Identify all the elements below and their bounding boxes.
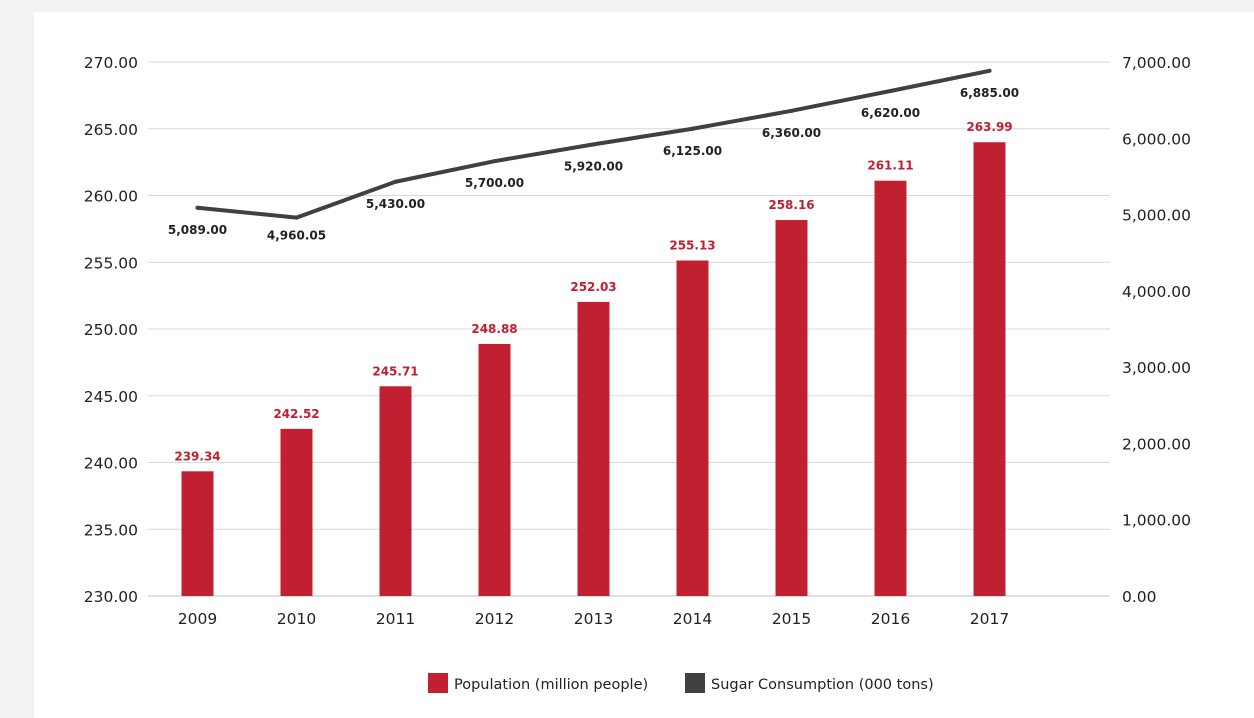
right-axis-tick-label: 7,000.00 [1122, 54, 1191, 72]
line-data-label: 5,430.00 [366, 197, 425, 211]
line-point-2012 [492, 159, 497, 164]
bar-data-label: 263.99 [966, 120, 1012, 134]
bar-data-label: 252.03 [570, 280, 616, 294]
line-data-label: 6,125.00 [663, 144, 722, 158]
line-point-2014 [690, 126, 695, 131]
line-point-2015 [789, 108, 794, 113]
chart-frame [34, 12, 1254, 718]
line-data-label: 6,885.00 [960, 86, 1019, 100]
line-point-2010 [294, 215, 299, 220]
line-data-label: 5,700.00 [465, 176, 524, 190]
x-axis: 2009 2010 2011 2012 2013 2014 2015 2016 2017 [178, 610, 1009, 628]
bar-2012 [478, 343, 511, 596]
left-axis-tick-label: 265.00 [84, 121, 138, 139]
right-axis-tick-label: 3,000.00 [1122, 359, 1191, 377]
left-axis-tick-label: 230.00 [84, 588, 138, 606]
bar-2015 [775, 220, 808, 596]
line-data-label: 6,360.00 [762, 126, 821, 140]
bar-2017 [973, 142, 1006, 596]
right-axis-tick-label: 1,000.00 [1122, 512, 1191, 530]
right-axis: 0.00 1,000.00 2,000.00 3,000.00 4,000.00 5,00… [1122, 54, 1191, 606]
line-point-2013 [591, 142, 596, 147]
bar-2016 [874, 180, 907, 596]
bar-data-label: 242.52 [273, 407, 319, 421]
bar-2014 [676, 260, 709, 596]
line-point-2009 [195, 205, 200, 210]
sugar-consumption-data-labels: 5,089.00 4,960.05 5,430.00 5,700.00 5,920.00… [168, 86, 1019, 243]
right-axis-tick-label: 5,000.00 [1122, 207, 1191, 225]
bar-2013 [577, 301, 610, 596]
bar-data-label: 261.11 [867, 159, 913, 173]
x-axis-tick-label: 2014 [673, 610, 712, 628]
line-point-2017 [987, 68, 992, 73]
population-bars [181, 142, 1006, 596]
bar-data-label: 248.88 [471, 322, 517, 336]
right-axis-tick-label: 6,000.00 [1122, 130, 1191, 148]
left-axis-tick-label: 270.00 [84, 54, 138, 72]
bar-data-label: 258.16 [768, 198, 814, 212]
line-point-2011 [393, 179, 398, 184]
left-axis: 230.00 235.00 240.00 245.00 250.00 255.00 260.… [84, 54, 138, 606]
bar-data-label: 245.71 [372, 364, 418, 378]
legend-swatch-population [428, 673, 448, 693]
right-axis-tick-label: 2,000.00 [1122, 435, 1191, 453]
bar-data-label: 239.34 [174, 449, 220, 463]
population-data-labels: 239.34 242.52 245.71 248.88 252.03 255.13 258.… [174, 120, 1012, 463]
right-axis-tick-label: 0.00 [1122, 588, 1157, 606]
legend-label-population: Population (million people) [454, 677, 648, 693]
left-axis-tick-label: 240.00 [84, 455, 138, 473]
bar-2010 [280, 428, 313, 596]
line-data-label: 4,960.05 [267, 229, 326, 243]
bar-2009 [181, 471, 214, 596]
left-axis-tick-label: 260.00 [84, 188, 138, 206]
sugar-consumption-line [195, 68, 992, 220]
legend-label-sugar-consumption: Sugar Consumption (000 tons) [711, 677, 934, 693]
left-axis-tick-label: 255.00 [84, 254, 138, 272]
x-axis-tick-label: 2013 [574, 610, 613, 628]
line-point-2016 [888, 88, 893, 93]
line-data-label: 5,920.00 [564, 159, 623, 173]
legend-swatch-sugar-consumption [685, 673, 705, 693]
x-axis-tick-label: 2017 [970, 610, 1009, 628]
bar-data-label: 255.13 [669, 239, 715, 253]
x-axis-tick-label: 2015 [772, 610, 811, 628]
x-axis-tick-label: 2010 [277, 610, 316, 628]
right-axis-tick-label: 4,000.00 [1122, 283, 1191, 301]
line-data-label: 5,089.00 [168, 223, 227, 237]
legend: Population (million people) Sugar Consum… [428, 673, 934, 693]
bar-2011 [379, 386, 412, 596]
left-axis-tick-label: 235.00 [84, 521, 138, 539]
left-axis-tick-label: 250.00 [84, 321, 138, 339]
line-data-label: 6,620.00 [861, 106, 920, 120]
x-axis-tick-label: 2009 [178, 610, 217, 628]
x-axis-tick-label: 2012 [475, 610, 514, 628]
x-axis-tick-label: 2016 [871, 610, 910, 628]
x-axis-tick-label: 2011 [376, 610, 415, 628]
left-axis-tick-label: 245.00 [84, 388, 138, 406]
